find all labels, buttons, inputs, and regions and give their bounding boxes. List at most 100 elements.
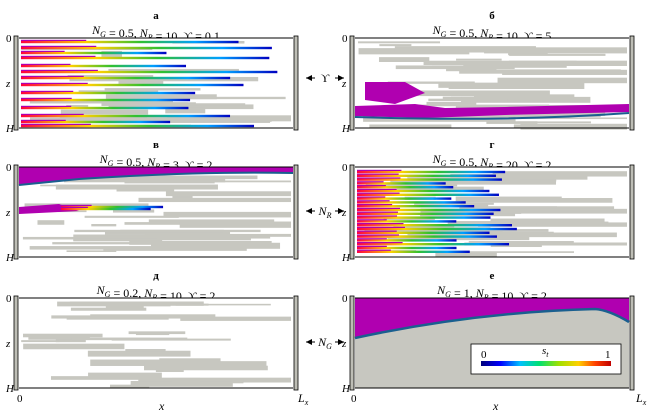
z-top-label: 0 [6,162,12,174]
fluid-finger-core [357,169,402,171]
rock-streak [460,203,489,207]
fluid-finger [61,207,151,211]
right-wall [293,295,299,391]
fluid-finger [357,174,496,177]
z-axis-label: z [341,78,347,90]
rock-streak [395,90,550,97]
z-bottom-label: H [341,123,351,135]
x-axis-label-right: x [492,399,499,413]
rock-streak [383,217,435,221]
rock-streak [116,188,175,192]
fluid-finger-core [21,105,72,107]
fluid-finger-core [357,249,391,251]
rock-streak [101,103,246,106]
z-axis-label: z [5,338,11,350]
rock-streak [118,79,164,86]
fluid-finger-core [357,177,401,179]
rock-streak [468,241,574,244]
fluid-finger-core [357,200,390,202]
rock-streak [84,215,179,218]
rock-streak [57,301,171,307]
rock-streak [29,99,173,104]
rock-streak [484,47,627,54]
fluid-finger [21,56,270,60]
rock-streak [469,69,621,72]
left-wall [349,164,355,260]
x-axis-label: x [158,399,165,413]
rock-streak [379,44,412,47]
rock-streak [52,242,181,245]
rock-streak [407,178,557,185]
rock-streak [130,381,233,387]
z-top-label: 0 [342,293,348,305]
rock-streak [50,376,144,380]
rock-streak [387,81,475,84]
fluid-finger [21,51,167,55]
rock-streak [138,197,291,203]
rock-streak [29,246,154,250]
fluid-finger-core [21,39,87,41]
fluid-front [354,112,630,120]
rock-streak [66,316,169,320]
fluid-finger [357,239,457,242]
fluid-finger-core [357,223,404,225]
rock-streak [110,104,254,110]
rock-streak [478,222,627,227]
z-top-label: 0 [6,33,12,45]
z-bottom-label: H [5,383,15,395]
rock-streak [176,180,291,183]
rock-streak [74,229,224,233]
z-top-label: 0 [6,293,12,305]
z-axis-label: z [5,78,11,90]
fluid-finger-core [357,234,399,236]
right-wall [629,164,635,260]
panel-letter-g: г [490,139,495,151]
fluid-finger-core [21,90,74,92]
colorbar: 0 1 st [470,343,622,375]
rock-streak [365,183,458,187]
fluid-finger [357,220,457,223]
rock-streak [104,88,201,91]
rock-streak [492,171,627,177]
fluid-finger-core [21,119,66,121]
rock-streak [369,124,452,128]
panel-letter-a: а [153,10,159,22]
rock-streak [91,223,117,227]
rock-streak [150,242,281,249]
rock-streak [22,236,192,240]
rock-streak [59,115,147,122]
fluid-finger-core [357,188,397,190]
fluid-finger-core [357,245,387,247]
fluid-finger-core [357,242,403,244]
fluid-finger [21,70,278,74]
fluid-finger-core [61,206,88,208]
rock-streak [509,53,606,56]
fluid-finger [357,170,506,174]
fluid-finger-core [357,207,401,209]
fluid-finger-core [21,82,88,84]
rock-streak [493,208,627,214]
rock-streak [456,58,502,61]
colorbar-gradient [481,361,611,366]
panel-letter-e: е [490,270,495,282]
fluid-finger-core [21,97,72,99]
rock-streak [66,250,117,253]
rock-streak [104,231,231,235]
right-wall [293,35,299,131]
right-wall [293,164,299,260]
colorbar-min: 0 [481,349,487,361]
panel-letter-v: в [153,139,159,151]
rock-streak [450,173,588,180]
left-wall [349,35,355,131]
rock-streak [426,101,477,105]
upsilon-arrow-label: ϒ [321,71,330,85]
rock-streak [125,349,166,352]
rock-streak [23,343,125,350]
fluid-finger-core [357,196,386,198]
fluid-finger-core [357,173,399,175]
